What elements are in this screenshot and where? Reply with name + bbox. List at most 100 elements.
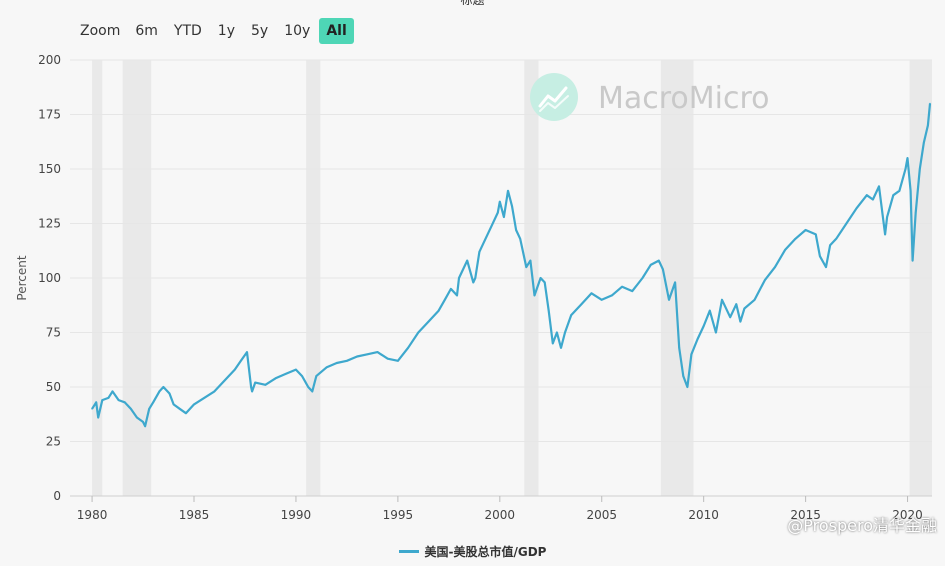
zoom-1y-button[interactable]: 1y (217, 23, 235, 39)
data-point (804, 229, 807, 231)
data-point (264, 384, 267, 386)
data-point (123, 401, 126, 404)
data-point (484, 237, 487, 240)
y-axis-title: Percent (15, 255, 29, 300)
x-tick-label: 1980 (77, 508, 108, 522)
data-point (148, 408, 150, 410)
chart-title-fragment: 标题 (460, 0, 485, 7)
data-point (865, 194, 868, 196)
data-point (158, 390, 161, 393)
legend[interactable]: 美国-美股总市值/GDP (0, 543, 945, 560)
x-tick-label: 2020 (892, 508, 923, 522)
data-point (152, 401, 155, 404)
data-point (213, 390, 216, 393)
data-point (631, 290, 634, 292)
data-point (496, 211, 499, 214)
data-point (478, 251, 481, 253)
data-point (906, 157, 909, 159)
zoom-ytd-button[interactable]: YTD (173, 23, 202, 39)
y-tick-label: 50 (46, 380, 61, 394)
zoom-10y-button[interactable]: 10y (284, 23, 311, 39)
data-point (845, 222, 848, 225)
data-point (715, 331, 717, 334)
data-point (668, 299, 670, 301)
data-point (101, 399, 104, 401)
data-point (547, 309, 550, 312)
data-point (590, 292, 593, 295)
data-point (142, 421, 144, 423)
data-point (95, 401, 97, 404)
data-point (458, 277, 460, 279)
data-point (580, 303, 583, 305)
data-point (325, 366, 328, 369)
data-point (250, 386, 252, 388)
data-point (474, 277, 477, 279)
data-point (686, 386, 689, 388)
data-point (829, 244, 831, 247)
x-tick-label: 1990 (281, 508, 312, 522)
data-point (570, 314, 572, 316)
data-point (878, 185, 880, 188)
data-point (490, 224, 493, 227)
y-tick-label: 75 (46, 326, 61, 340)
data-point (503, 216, 505, 218)
data-point (911, 259, 914, 262)
data-point (240, 360, 242, 362)
corner-watermark: @Prospero清华金融 (787, 516, 937, 535)
data-point (898, 190, 901, 192)
y-tick-label: 25 (46, 435, 61, 449)
data-point (794, 237, 797, 240)
y-tick-label: 125 (38, 217, 61, 231)
data-point (855, 207, 858, 210)
data-point (417, 331, 420, 334)
data-point (443, 299, 446, 301)
data-point (739, 320, 742, 323)
data-point (543, 281, 546, 284)
data-point (784, 248, 787, 251)
data-point (658, 259, 660, 262)
data-point (753, 299, 756, 301)
x-tick-label: 1995 (383, 508, 414, 522)
data-point (641, 277, 644, 279)
data-point (507, 190, 509, 192)
x-axis: 1980 1985 1990 1995 2000 2005 2010 2015 2020 (77, 496, 923, 522)
zoom-6m-button[interactable]: 6m (135, 23, 158, 39)
data-point (892, 194, 895, 196)
data-point (564, 331, 566, 334)
data-point (295, 368, 297, 371)
legend-label: 美国-美股总市值/GDP (424, 545, 547, 559)
data-point (515, 229, 517, 231)
data-point (918, 168, 921, 170)
y-tick-label: 150 (38, 162, 61, 176)
data-point (886, 216, 888, 218)
data-point (682, 375, 685, 377)
data-point (927, 124, 929, 127)
data-point (721, 299, 723, 301)
data-point (560, 346, 562, 349)
data-point (301, 375, 303, 377)
data-point (246, 351, 248, 353)
data-point (223, 379, 226, 382)
x-tick-label: 1985 (179, 508, 210, 522)
data-point (923, 142, 925, 144)
data-point (696, 338, 699, 340)
zoom-all-button[interactable]: All (319, 18, 354, 44)
data-point (346, 360, 348, 362)
data-point (466, 259, 468, 262)
data-point (519, 237, 521, 240)
data-point (130, 408, 132, 410)
data-point (437, 309, 440, 312)
zoom-5y-button[interactable]: 5y (251, 23, 269, 39)
series-points (91, 102, 931, 428)
data-point (743, 307, 746, 310)
data-point (311, 390, 314, 393)
data-point (909, 190, 912, 192)
data-point (307, 386, 309, 388)
macromicro-logo-icon (530, 73, 578, 121)
data-point (611, 294, 613, 297)
data-point (274, 377, 277, 380)
x-tick-label: 2005 (586, 508, 617, 522)
data-point (472, 281, 475, 284)
data-point (835, 237, 837, 240)
